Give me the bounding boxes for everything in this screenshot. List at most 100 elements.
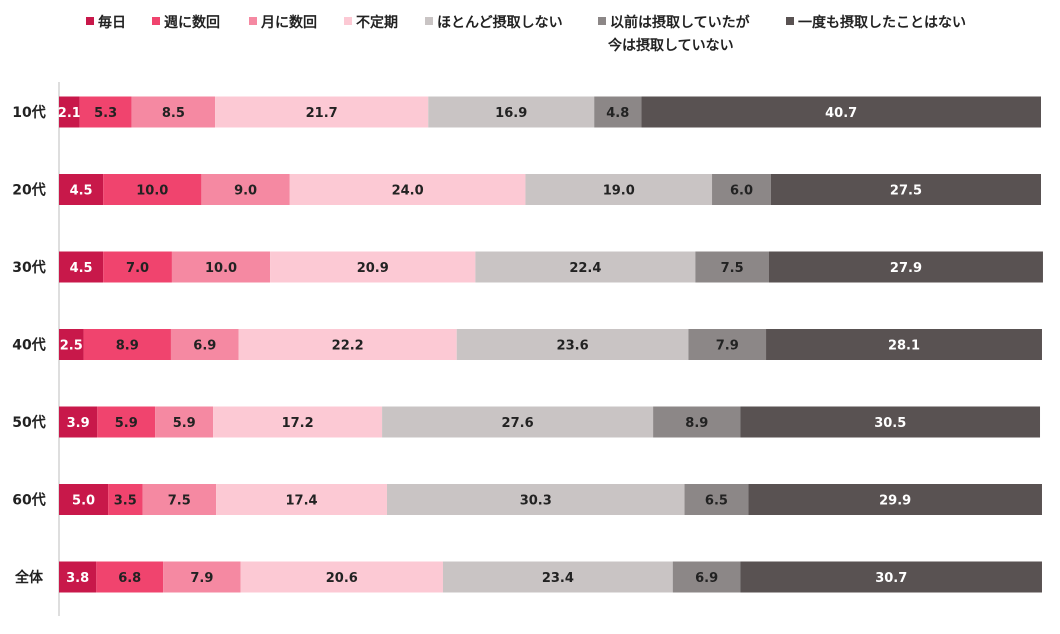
legend-swatch-6	[786, 17, 794, 25]
data-label-4-5: 8.9	[685, 416, 708, 431]
legend-swatch-4	[425, 17, 433, 25]
bar-segment-2-0	[59, 251, 104, 283]
bar-segment-3-5	[688, 329, 767, 360]
bar-segment-6-5	[672, 561, 741, 593]
data-label-1-4: 19.0	[603, 184, 635, 199]
legend-item-1: 週に数回	[152, 14, 220, 31]
data-label-4-1: 5.9	[115, 416, 138, 431]
bar-segment-3-2	[170, 329, 239, 360]
bar-segment-2-3	[270, 251, 476, 283]
category-label-2: 30代	[12, 259, 45, 276]
bar-row-2: 4.5 7.0 10.0 20.9 22.4 7.5 27.9	[59, 251, 1043, 283]
bar-segment-5-6	[748, 484, 1042, 515]
data-label-3-4: 23.6	[557, 339, 589, 354]
data-label-3-5: 7.9	[716, 339, 739, 354]
category-label-1: 20代	[12, 182, 45, 199]
data-label-2-4: 22.4	[569, 261, 601, 276]
data-label-1-5: 6.0	[730, 184, 753, 199]
data-label-6-6: 30.7	[875, 571, 907, 586]
legend-label-6: 一度も摂取したことはない	[798, 14, 966, 31]
data-label-4-3: 17.2	[282, 416, 314, 431]
data-label-5-2: 7.5	[168, 494, 191, 509]
data-label-0-1: 5.3	[94, 106, 117, 121]
bar-segment-5-0	[59, 484, 109, 515]
bar-segment-3-3	[238, 329, 457, 360]
data-label-5-0: 5.0	[72, 494, 95, 509]
data-label-0-6: 40.7	[825, 106, 857, 121]
bar-segment-0-4	[428, 96, 595, 128]
data-label-5-6: 29.9	[879, 494, 911, 509]
data-label-4-6: 30.5	[874, 416, 906, 431]
data-label-1-1: 10.0	[136, 184, 168, 199]
data-label-5-3: 17.4	[286, 494, 318, 509]
bar-row-4: 3.9 5.9 5.9 17.2 27.6 8.9 30.5	[59, 406, 1041, 438]
data-label-2-5: 7.5	[721, 261, 744, 276]
data-label-2-2: 10.0	[205, 261, 237, 276]
bar-segment-6-2	[163, 561, 241, 593]
bar-segment-2-4	[475, 251, 696, 283]
legend-label-5-line-1: 今は摂取していない	[607, 37, 734, 54]
data-label-1-3: 24.0	[392, 184, 424, 199]
bar-row-1: 4.5 10.0 9.0 24.0 19.0 6.0 27.5	[59, 174, 1041, 205]
data-label-6-1: 6.8	[118, 571, 141, 586]
bar-segment-3-6	[766, 329, 1042, 360]
data-label-6-4: 23.4	[542, 571, 574, 586]
data-label-1-0: 4.5	[70, 184, 93, 199]
bar-segment-2-1	[103, 251, 172, 283]
legend-label-3: 不定期	[356, 14, 398, 31]
bar-segment-4-0	[59, 406, 98, 438]
legend-swatch-3	[344, 17, 352, 25]
data-label-3-0: 2.5	[60, 339, 83, 354]
legend-label-4: ほとんど摂取しない	[437, 14, 563, 31]
bar-segment-5-3	[216, 484, 387, 515]
bar-segment-0-1	[79, 96, 132, 128]
category-label-4: 50代	[12, 414, 45, 431]
bar-segment-1-6	[770, 174, 1041, 205]
legend-swatch-0	[86, 17, 94, 25]
bar-row-3: 2.5 8.9 6.9 22.2 23.6 7.9 28.1	[59, 329, 1042, 360]
data-label-0-0: 2.1	[58, 106, 81, 121]
bar-row-0: 2.1 5.3 8.5 21.7 16.9 4.8 40.7	[58, 96, 1041, 128]
bar-segment-1-3	[289, 174, 526, 205]
bar-segment-5-5	[684, 484, 749, 515]
data-label-1-6: 27.5	[890, 184, 922, 199]
bar-segment-5-1	[108, 484, 143, 515]
bar-segment-2-2	[171, 251, 271, 283]
bar-row-6: 3.8 6.8 7.9 20.6 23.4 6.9 30.7	[59, 561, 1042, 593]
bar-segment-3-0	[59, 329, 84, 360]
bar-segment-0-3	[215, 96, 429, 128]
legend-item-2: 月に数回	[249, 14, 317, 31]
legend-label-0: 毎日	[98, 14, 126, 31]
data-label-2-6: 27.9	[890, 261, 922, 276]
plot-area: 2.1 5.3 8.5 21.7 16.9 4.8 40.7 4.5 10.0 9.0 24.0 19…	[58, 96, 1043, 593]
bar-segment-2-6	[768, 251, 1043, 283]
bar-segment-0-2	[131, 96, 216, 128]
legend-swatch-2	[249, 17, 257, 25]
bar-segment-4-5	[653, 406, 741, 438]
bar-segment-6-3	[240, 561, 443, 593]
data-label-4-2: 5.9	[173, 416, 196, 431]
data-label-3-1: 8.9	[116, 339, 139, 354]
bar-row-5: 5.0 3.5 7.5 17.4 30.3 6.5 29.9	[59, 484, 1042, 515]
category-label-5: 60代	[12, 492, 45, 509]
bar-segment-6-4	[442, 561, 673, 593]
bar-segment-6-0	[59, 561, 97, 593]
data-label-2-0: 4.5	[70, 261, 93, 276]
bar-segment-1-1	[103, 174, 202, 205]
legend-label-2: 月に数回	[260, 14, 317, 31]
bar-segment-4-6	[740, 406, 1041, 438]
bar-segment-4-1	[97, 406, 156, 438]
bar-segment-5-4	[386, 484, 685, 515]
legend-label-5-line-0: 以前は摂取していたが	[610, 14, 751, 31]
bar-segment-3-4	[456, 329, 689, 360]
bar-segment-0-5	[594, 96, 642, 128]
data-label-0-3: 21.7	[306, 106, 338, 121]
bar-segment-5-2	[142, 484, 217, 515]
category-label-3: 40代	[12, 337, 45, 354]
data-label-0-2: 8.5	[162, 106, 185, 121]
data-label-6-3: 20.6	[326, 571, 358, 586]
data-label-5-4: 30.3	[520, 494, 552, 509]
bar-segment-4-3	[213, 406, 383, 438]
bar-segment-1-2	[201, 174, 290, 205]
